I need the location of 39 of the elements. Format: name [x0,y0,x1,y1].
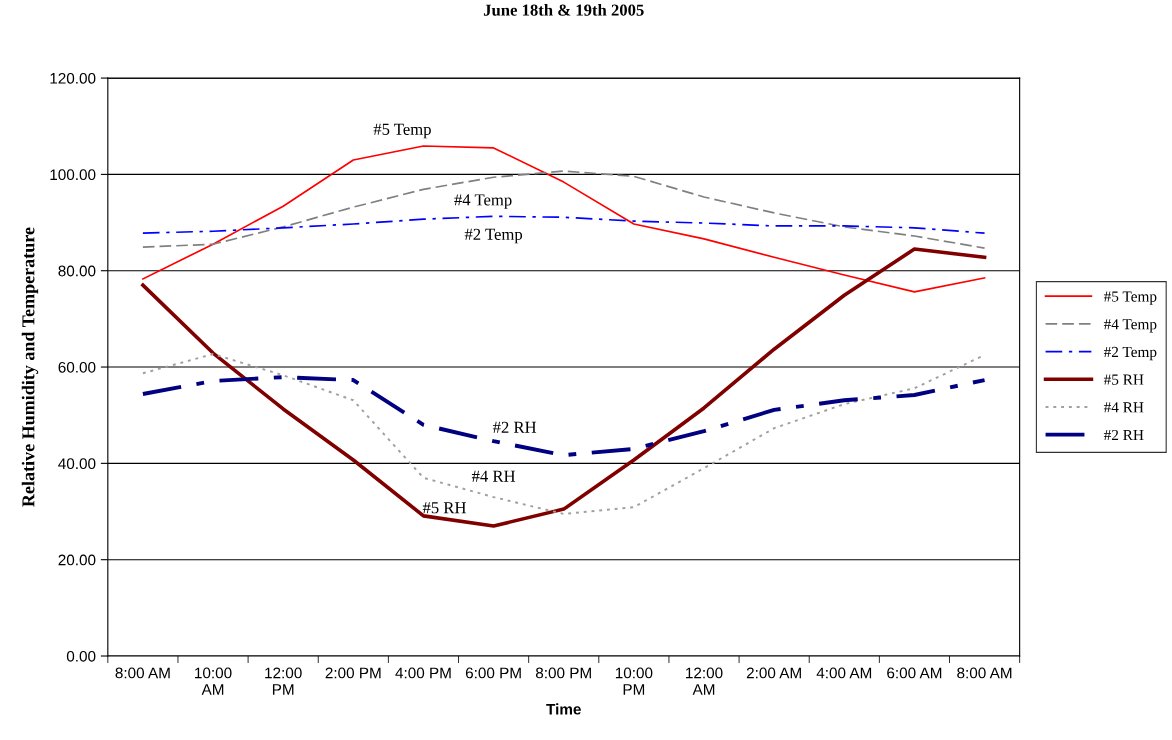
line-series [140,375,987,458]
legend-label: #2 RH [1103,429,1144,441]
text: #5 RH [422,502,466,514]
text: #2 RH [492,421,537,433]
line-series [142,145,986,293]
x-tick-label: 6:00 PM [465,667,521,679]
y-axis-title: Relative Humidity and Temperature [21,227,39,507]
x-tick-label: 8:00 AM [957,667,1012,679]
y-tick-label: 80.00 [58,265,96,277]
text: #4 Temp [454,194,512,209]
x-tick-label: 12:00 AM [686,667,723,695]
y-tick-label: 100.00 [50,169,96,181]
y-tick-label: 0.00 [66,650,96,662]
legend-label: #5 Temp [1103,291,1157,305]
y-tick-label: 20.00 [58,554,96,566]
text: #2 Temp [464,228,523,244]
x-tick-label: 4:00 PM [395,667,451,679]
legend-label: #4 RH [1103,402,1144,413]
legend-label: #4 Temp [1103,319,1157,333]
x-tick-label: 2:00 PM [325,667,381,679]
x-tick-label: 8:00 AM [115,667,170,679]
x-tick-label: 12:00 PM [265,667,302,695]
y-tick-label: 60.00 [58,361,96,373]
text: #4 RH [471,470,516,482]
text: #5 Temp [373,123,431,139]
legend-label: #2 Temp [1103,346,1157,361]
line-series [141,247,987,528]
x-tick-label: 10:00 PM [615,667,653,695]
x-tick-label: 2:00 AM [746,667,801,679]
y-tick-label: 40.00 [58,458,96,470]
line-series [142,170,986,249]
x-axis-title: Time [546,703,581,715]
y-tick-label: 120.00 [50,72,96,84]
x-tick-label: 4:00 AM [816,667,872,679]
x-tick-label: 10:00 AM [195,667,232,695]
x-tick-label: 6:00 AM [887,667,942,679]
x-tick-label: 8:00 PM [535,667,591,679]
chart-title: June 18th & 19th 2005 [483,4,644,16]
legend-label: #5 RH [1103,374,1144,385]
